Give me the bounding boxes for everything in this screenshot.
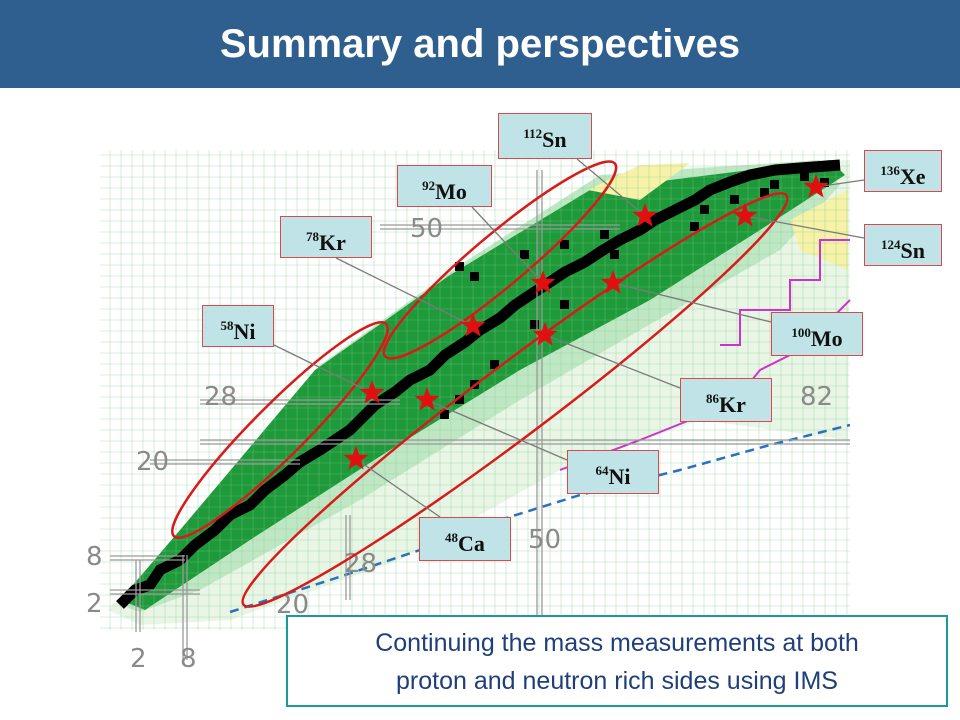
connector-kr78 <box>335 257 474 327</box>
element-symbol: Mo <box>810 326 843 351</box>
star-ca48 <box>343 446 369 470</box>
magic-label-neutron: 82 <box>800 382 833 412</box>
mass-number: 48 <box>445 530 459 545</box>
nuclide-label-mo100: 100Mo <box>771 312 863 356</box>
mass-number: 78 <box>306 229 320 244</box>
nuclide-label-sn124: 124Sn <box>864 224 942 266</box>
element-symbol: Kr <box>319 230 346 255</box>
element-symbol: Ca <box>458 531 485 556</box>
element-symbol: Sn <box>900 238 925 263</box>
stable-nuclides-line <box>116 159 841 609</box>
stable-nuclide <box>610 250 619 259</box>
proton-rich-lower-ellipse <box>171 321 389 539</box>
stable-nuclide <box>600 230 609 239</box>
star-ni58 <box>359 380 385 404</box>
nuclide-label-ni64: 64Ni <box>567 450 659 494</box>
magic-label-proton: 28 <box>204 382 237 412</box>
nuclide-label-kr86: 86Kr <box>680 378 772 422</box>
mass-number: 136 <box>880 163 900 178</box>
stable-nuclide <box>560 240 569 249</box>
element-symbol: Sn <box>542 127 567 152</box>
connector-ca48 <box>355 458 441 518</box>
mass-number: 124 <box>881 237 901 252</box>
stable-nuclide <box>700 205 709 214</box>
element-symbol: Xe <box>899 164 926 189</box>
star-sn124 <box>732 203 758 227</box>
magic-label-proton: 50 <box>410 214 443 244</box>
connector-sn112 <box>576 158 646 217</box>
proton-rich-upper-ellipse <box>382 160 618 360</box>
connector-kr86 <box>544 334 681 389</box>
magic-label-proton: 8 <box>86 542 103 572</box>
element-symbol: Ni <box>233 319 256 344</box>
stable-nuclide <box>770 180 779 189</box>
nuclide-label-ca48: 48Ca <box>419 517 511 561</box>
star-kr86 <box>532 322 558 346</box>
mass-number: 92 <box>422 178 436 193</box>
slide-title: Summary and perspectives <box>219 22 741 66</box>
nuclide-label-kr78: 78Kr <box>280 216 372 258</box>
mass-number: 86 <box>706 391 720 406</box>
magic-label-proton: 2 <box>86 589 103 619</box>
element-symbol: Ni <box>608 464 631 489</box>
neutron-rich-ellipse <box>241 192 789 608</box>
stable-nuclide <box>440 410 449 419</box>
connector-ni64 <box>426 399 568 461</box>
known-nuclides-band <box>120 160 845 610</box>
stable-nuclide <box>455 262 464 271</box>
magic-label-neutron: 28 <box>344 549 377 579</box>
star-sn112 <box>632 203 658 227</box>
caption-line-2: proton and neutron rich sides using IMS <box>396 667 838 695</box>
stable-nuclide <box>470 272 479 281</box>
star-ni64 <box>414 387 440 411</box>
stable-nuclide <box>730 195 739 204</box>
stable-nuclide <box>560 300 569 309</box>
caption-line-1: Continuing the mass measurements at both <box>375 629 859 657</box>
stable-nuclide <box>490 360 499 369</box>
nuclide-label-sn112: 112Sn <box>498 113 592 159</box>
star-kr78 <box>460 313 486 337</box>
yellow-patch-upper <box>588 163 690 200</box>
stable-nuclide <box>800 172 809 181</box>
nuclide-label-xe136: 136Xe <box>864 150 942 192</box>
star-xe136 <box>803 174 829 198</box>
stable-nuclide <box>760 188 769 197</box>
nuclide-label-ni58: 58Ni <box>202 305 274 347</box>
magic-label-neutron: 8 <box>180 644 197 674</box>
connector-ni58 <box>273 344 373 394</box>
magic-label-proton: 20 <box>136 447 169 477</box>
r-process-steps <box>720 239 850 346</box>
stable-nuclide <box>820 178 829 187</box>
connector-sn124 <box>744 215 865 239</box>
star-mo100 <box>600 270 626 294</box>
connector-mo92 <box>471 206 544 284</box>
mass-number: 64 <box>595 463 609 478</box>
stable-nuclide <box>455 395 464 404</box>
element-symbol: Kr <box>719 392 746 417</box>
nuclide-label-mo92: 92Mo <box>397 165 492 207</box>
connector-mo100 <box>612 282 772 323</box>
neutron-drip-line <box>229 423 851 614</box>
mass-number: 58 <box>220 318 234 333</box>
element-symbol: Mo <box>435 179 467 204</box>
mass-number: 112 <box>523 126 543 141</box>
magic-label-neutron: 50 <box>528 525 561 555</box>
magic-label-neutron: 2 <box>130 644 147 674</box>
caption-box: Continuing the mass measurements at both… <box>286 615 948 707</box>
header-bar <box>0 0 960 88</box>
stable-nuclide <box>520 250 529 259</box>
stable-nuclide <box>690 222 699 231</box>
mass-number: 100 <box>791 325 811 340</box>
star-mo92 <box>530 270 556 294</box>
stable-nuclide <box>530 320 539 329</box>
